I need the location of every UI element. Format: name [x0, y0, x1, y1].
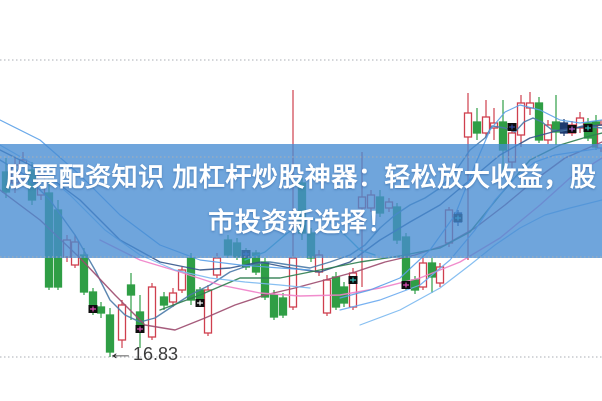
low-price-annotation: ← 16.83 — [106, 343, 179, 365]
banner-title-line2: 市投资新选择！ — [208, 207, 394, 237]
promo-banner-background — [0, 144, 602, 258]
promo-banner: 股票配资知识 加杠杆炒股神器：轻松放大收益，股 市投资新选择！ — [0, 144, 602, 258]
low-price-label: 16.83 — [133, 344, 179, 364]
banner-title-line1: 股票配资知识 加杠杆炒股神器：轻松放大收益，股 — [5, 162, 597, 192]
left-arrow-icon: ← — [106, 343, 135, 364]
